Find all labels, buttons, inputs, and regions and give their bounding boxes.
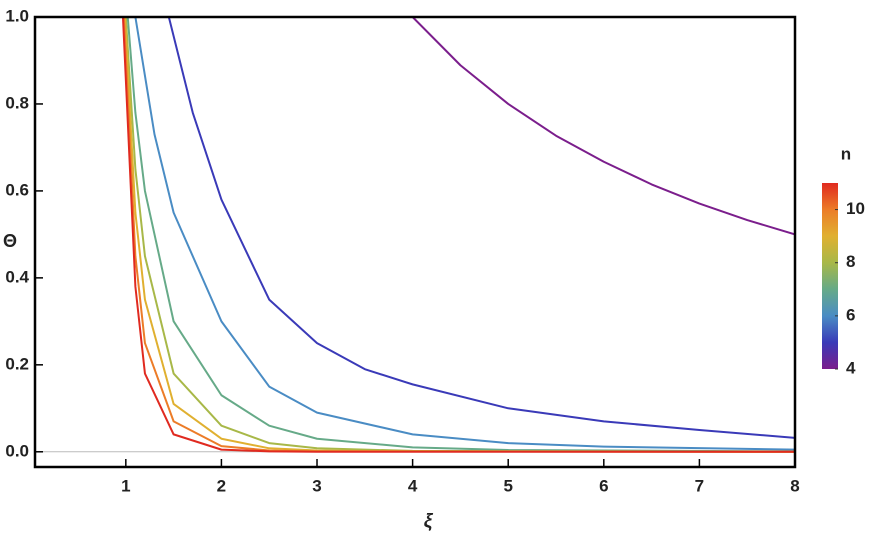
x-tick-label: 5 [503,476,512,495]
series-line [123,17,795,453]
x-tick-label: 1 [121,476,130,495]
series-line [167,17,795,439]
x-tick-label: 4 [408,476,418,495]
y-tick-label: 0.2 [5,354,29,373]
x-tick-label: 2 [217,476,226,495]
x-tick-label: 7 [695,476,704,495]
y-axis-label: Θ [3,231,17,251]
series-line [124,17,795,453]
y-tick-label: 1.0 [5,6,29,25]
x-axis-label: ξ [424,511,434,532]
colorbar-tick-label: 10 [846,199,865,218]
colorbar-title: n [841,144,851,163]
colorbar-tick-label: 8 [846,252,855,271]
series-line [411,17,795,236]
y-tick-label: 0.8 [5,93,29,112]
colorbar [822,183,838,369]
series-line [122,17,795,453]
y-tick-label: 0.4 [5,267,29,286]
series-line [126,17,795,453]
x-tick-label: 3 [312,476,321,495]
y-tick-label: 0.6 [5,180,29,199]
series-line [121,17,795,453]
y-tick-label: 0.0 [5,441,29,460]
x-tick-label: 8 [790,476,799,495]
plot-frame [33,15,797,469]
x-tick-label: 6 [599,476,608,495]
colorbar-tick-label: 6 [846,305,855,324]
plot-area [35,17,795,453]
series-line [134,17,795,451]
colorbar-tick-label: 4 [846,358,856,377]
